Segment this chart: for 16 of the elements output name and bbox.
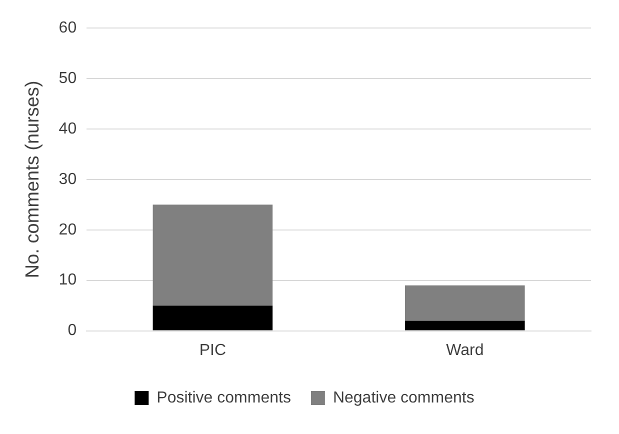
legend-label: Positive comments [156, 389, 291, 406]
y-tick-label: 40 [58, 120, 77, 138]
y-axis-title: No. comments (nurses) [22, 80, 44, 278]
x-tick-label: PIC [199, 342, 226, 359]
bar [152, 204, 273, 306]
bar [152, 306, 273, 330]
bar [405, 285, 525, 321]
y-tick-label: 0 [68, 322, 77, 340]
x-tick-label: Ward [446, 342, 484, 359]
y-tick-label: 60 [58, 19, 77, 36]
legend-label: Negative comments [332, 389, 474, 406]
y-tick-label: 50 [58, 70, 77, 87]
y-tick-label: 30 [58, 170, 77, 188]
bar [405, 320, 525, 330]
y-tick-label: 20 [58, 221, 77, 238]
y-tick-label: 10 [58, 272, 77, 289]
